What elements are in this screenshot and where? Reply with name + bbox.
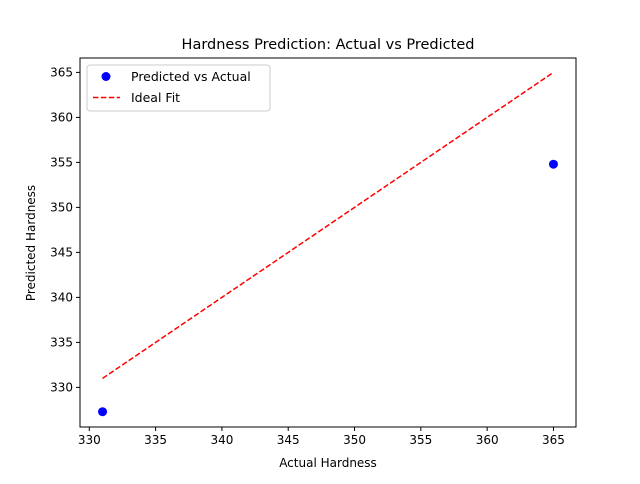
y-tick-label: 355 <box>50 156 73 170</box>
scatter-point-0 <box>98 407 108 417</box>
y-axis-label: Predicted Hardness <box>24 185 38 301</box>
x-tick-label: 360 <box>476 433 499 447</box>
plot-area <box>79 57 577 428</box>
x-tick-label: 355 <box>409 433 432 447</box>
x-tick-label: 340 <box>210 433 233 447</box>
y-tick-label: 335 <box>50 336 73 350</box>
y-tick-label: 345 <box>50 246 73 260</box>
x-tick-label: 330 <box>78 433 101 447</box>
y-axis-ticks: 330 335 340 345 350 355 360 365 <box>50 66 80 395</box>
x-tick-label: 350 <box>343 433 366 447</box>
axes-frame <box>79 57 577 428</box>
legend-label: Ideal Fit <box>131 90 180 105</box>
y-tick-label: 360 <box>50 111 73 125</box>
chart-title: Hardness Prediction: Actual vs Predicted <box>182 37 475 53</box>
y-tick-label: 330 <box>50 381 73 395</box>
x-tick-label: 345 <box>277 433 300 447</box>
legend: Predicted vs Actual Ideal Fit <box>86 64 271 112</box>
legend-box <box>86 64 271 112</box>
x-tick-label: 365 <box>542 433 565 447</box>
ideal-fit-line <box>102 71 554 380</box>
scatter-point-1 <box>548 159 558 169</box>
x-axis-ticks: 330 335 340 345 350 355 360 365 <box>78 427 565 447</box>
legend-marker-scatter <box>101 72 111 81</box>
y-tick-label: 350 <box>50 201 73 215</box>
x-axis-label: Actual Hardness <box>279 456 377 470</box>
x-tick-label: 335 <box>144 433 167 447</box>
y-tick-label: 340 <box>50 291 73 305</box>
y-tick-label: 365 <box>50 66 73 80</box>
legend-label: Predicted vs Actual <box>131 69 251 84</box>
